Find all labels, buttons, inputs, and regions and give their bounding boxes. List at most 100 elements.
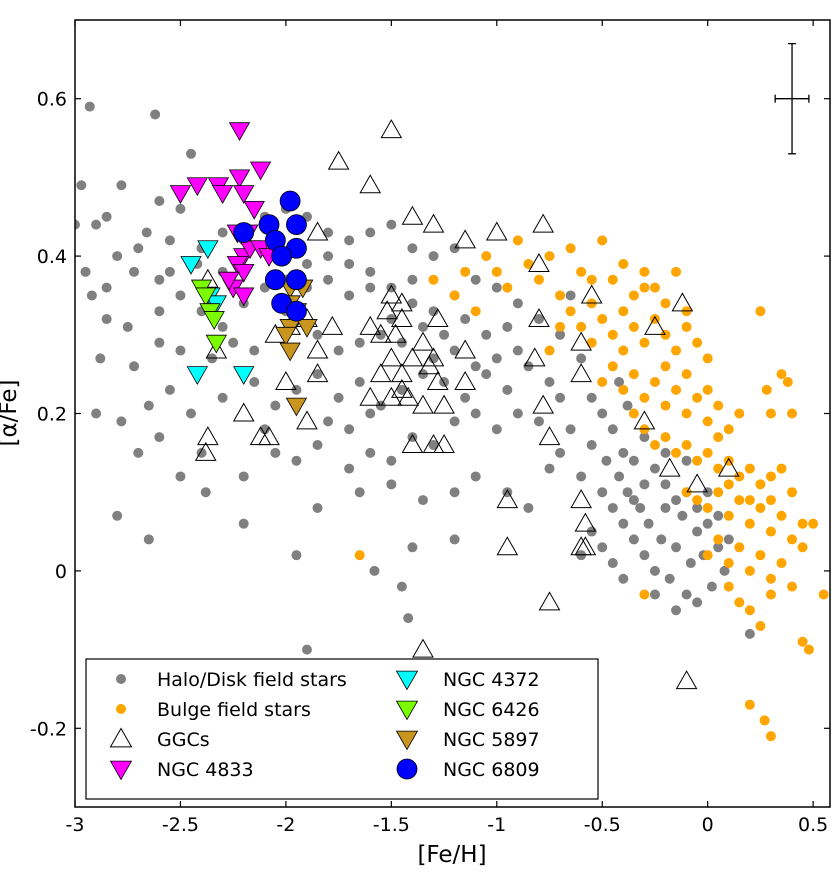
data-point [544, 345, 555, 356]
data-point [369, 363, 392, 383]
data-point [713, 432, 724, 443]
data-point [200, 487, 211, 498]
data-point [407, 298, 418, 309]
x-tick-label: -2 [276, 814, 295, 836]
data-point [344, 290, 355, 301]
legend-marker [109, 760, 133, 781]
data-point [660, 361, 671, 372]
x-tick-label: 0 [702, 814, 714, 836]
data-point [359, 174, 382, 194]
data-point [723, 510, 734, 521]
legend-label: Bulge field stars [157, 699, 311, 721]
data-point [306, 221, 329, 241]
data-point [713, 510, 724, 521]
data-point [576, 353, 587, 364]
data-point [154, 306, 165, 317]
legend-label: NGC 4833 [157, 759, 254, 781]
data-point [428, 251, 439, 262]
data-point [164, 266, 175, 277]
y-tick-label: 0.4 [37, 246, 67, 268]
data-point [744, 463, 755, 474]
data-point [702, 518, 713, 529]
data-point [233, 185, 255, 204]
data-point [449, 416, 460, 427]
data-point [532, 394, 555, 414]
series-halo-disk-field-stars [75, 101, 755, 655]
legend-label: GGCs [157, 729, 210, 751]
data-point [454, 371, 477, 391]
data-point [702, 416, 713, 427]
data-point [723, 558, 734, 569]
data-point [607, 274, 618, 285]
data-point [565, 290, 576, 301]
x-tick-label: -3 [66, 814, 85, 836]
legend-label: NGC 6809 [443, 759, 540, 781]
data-point [528, 308, 550, 328]
data-point [734, 408, 745, 419]
data-point [586, 274, 597, 285]
data-point [512, 235, 523, 246]
data-point [323, 416, 334, 427]
data-point [418, 355, 441, 375]
data-point [344, 235, 355, 246]
data-point [417, 495, 428, 506]
data-point [692, 337, 703, 348]
data-point [365, 282, 376, 293]
data-point [470, 306, 481, 317]
data-point [765, 573, 776, 584]
data-point [574, 536, 597, 556]
data-point [197, 426, 219, 446]
data-point [391, 308, 413, 328]
data-point [649, 377, 660, 388]
data-point [664, 573, 675, 584]
data-point [84, 101, 95, 112]
data-point [481, 251, 492, 262]
data-point [286, 269, 307, 291]
x-axis-label: [Fe/H] [417, 842, 486, 868]
data-point [301, 644, 312, 655]
data-point [765, 526, 776, 537]
y-tick-label: 0.2 [37, 404, 67, 426]
data-point [386, 219, 397, 230]
data-point [555, 329, 566, 340]
data-point [660, 400, 671, 411]
data-point [538, 426, 561, 446]
legend-marker [395, 700, 419, 721]
data-point [218, 271, 240, 291]
data-point [761, 384, 772, 395]
data-point [233, 222, 255, 243]
data-point [386, 479, 397, 490]
data-point [576, 471, 587, 482]
data-point [765, 731, 776, 742]
data-point [233, 287, 255, 307]
data-point [80, 266, 91, 277]
data-point [628, 408, 639, 419]
data-point [122, 321, 133, 332]
data-point [422, 213, 445, 233]
y-tick-label: 0.6 [37, 89, 67, 111]
y-axis-label: [α/Fe] [0, 380, 22, 447]
data-point [622, 400, 633, 411]
y-tick-label: 0 [55, 561, 67, 583]
data-point [671, 542, 682, 553]
data-point [681, 408, 692, 419]
data-point [744, 628, 755, 639]
data-point [129, 266, 140, 277]
data-point [306, 363, 329, 383]
data-point [671, 384, 682, 395]
data-point [271, 245, 293, 267]
data-point [344, 463, 355, 474]
data-point [412, 331, 434, 351]
x-tick-label: -0.5 [584, 814, 621, 836]
error-bar [774, 42, 810, 155]
data-point [671, 447, 682, 458]
data-point [532, 213, 555, 233]
data-point [544, 377, 555, 388]
data-point [203, 311, 225, 330]
data-point [321, 315, 344, 335]
data-point [186, 177, 209, 197]
series-ngc-6426 [190, 279, 227, 354]
data-point [470, 408, 481, 419]
data-point [76, 180, 87, 191]
data-point [576, 321, 587, 332]
